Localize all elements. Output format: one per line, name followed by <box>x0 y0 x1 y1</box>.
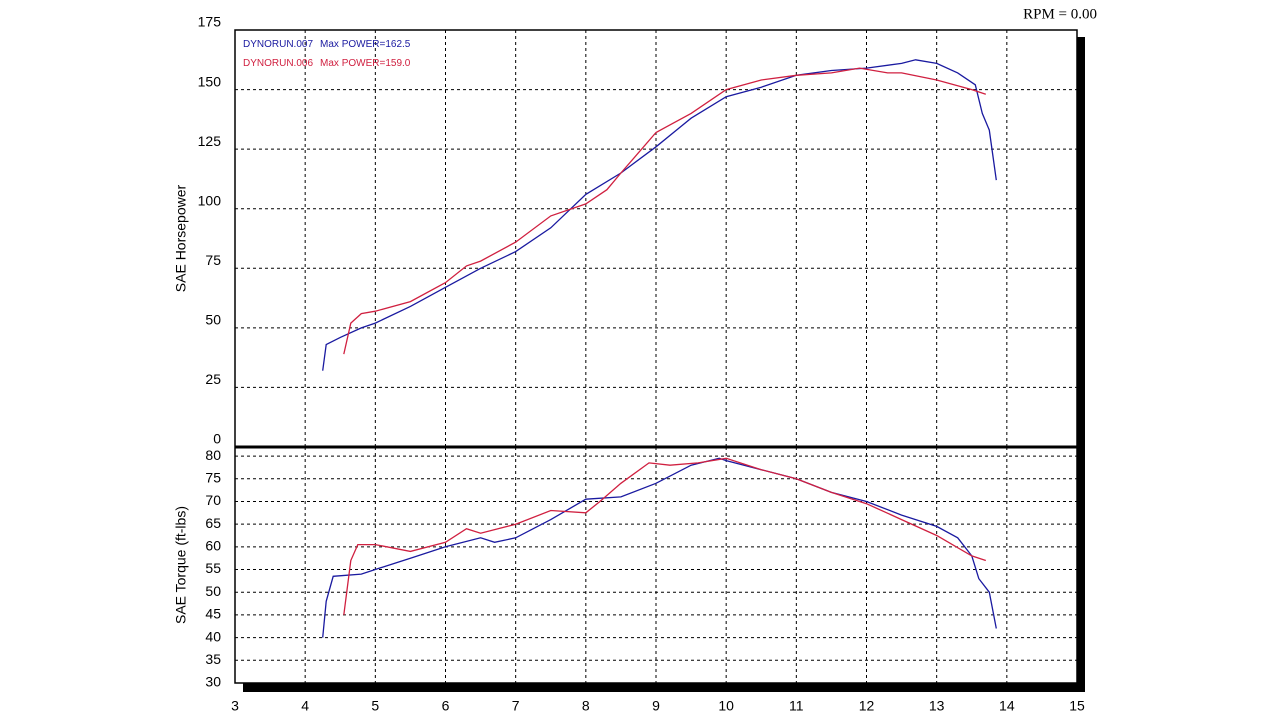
x-tick-label: 15 <box>1069 698 1085 714</box>
legend-name: DYNORUN.007 <box>243 39 313 50</box>
y-tick-label: 55 <box>205 560 221 576</box>
y-tick-label: 60 <box>205 538 221 554</box>
x-tick-label: 6 <box>442 698 450 714</box>
y-tick-label: 50 <box>205 312 221 328</box>
x-tick-label: 9 <box>652 698 660 714</box>
x-tick-label: 13 <box>929 698 945 714</box>
x-tick-label: 7 <box>512 698 520 714</box>
y-tick-label: 100 <box>198 192 222 208</box>
y-tick-label: 75 <box>205 252 221 268</box>
y-tick-label: 150 <box>198 73 222 89</box>
series-line <box>322 457 997 638</box>
y-tick-label: 25 <box>205 371 221 387</box>
y-tick-label: 125 <box>198 133 222 149</box>
series-line <box>322 59 997 371</box>
series-line <box>343 67 987 355</box>
legend-entry: DYNORUN.006 Max POWER=159.0 <box>243 58 411 69</box>
x-tick-label: 8 <box>582 698 590 714</box>
frame-shadow-right <box>1077 37 1085 692</box>
y-tick-label: 50 <box>205 583 221 599</box>
legend-value: Max POWER=162.5 <box>320 39 411 50</box>
series-line <box>343 457 987 615</box>
y-tick-label: 0 <box>213 431 221 447</box>
y-tick-label: 40 <box>205 628 221 644</box>
legend-value: Max POWER=159.0 <box>320 58 411 69</box>
y-axis-label: SAE Horsepower <box>173 184 189 292</box>
x-tick-label: 12 <box>859 698 875 714</box>
frame-shadow-bottom <box>243 683 1085 692</box>
rpm-status: RPM = 0.00 <box>1023 6 1097 22</box>
y-tick-label: 35 <box>205 651 221 667</box>
y-tick-label: 70 <box>205 492 221 508</box>
x-tick-label: 3 <box>231 698 239 714</box>
x-tick-label: 10 <box>718 698 734 714</box>
x-tick-label: 14 <box>999 698 1015 714</box>
legend-entry: DYNORUN.007 Max POWER=162.5 <box>243 39 411 50</box>
x-tick-label: 11 <box>789 698 804 714</box>
y-tick-label: 80 <box>205 447 221 463</box>
y-tick-label: 65 <box>205 515 221 531</box>
y-tick-label: 175 <box>198 14 222 30</box>
y-axis-label: SAE Torque (ft-lbs) <box>173 506 189 624</box>
legend-name: DYNORUN.006 <box>243 58 313 69</box>
x-tick-label: 5 <box>371 698 379 714</box>
y-tick-label: 30 <box>205 674 221 690</box>
y-tick-label: 75 <box>205 469 221 485</box>
y-tick-label: 45 <box>205 606 221 622</box>
plot-frame <box>234 29 1078 684</box>
x-tick-label: 4 <box>301 698 309 714</box>
